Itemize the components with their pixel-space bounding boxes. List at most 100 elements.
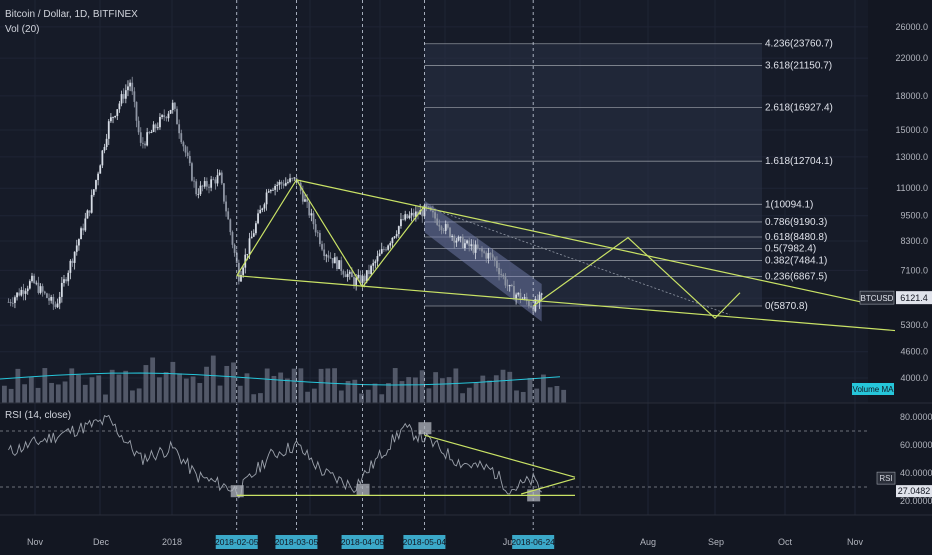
candle-body (37, 282, 40, 293)
candle-body (357, 274, 360, 278)
volume-bar (291, 368, 297, 403)
volume-ma-line (0, 372, 561, 386)
candle-body (188, 155, 191, 164)
candle-body (528, 301, 530, 307)
volume-bar (480, 375, 486, 403)
candle-body (476, 244, 479, 249)
candle-body (133, 91, 136, 102)
candle-body (451, 235, 454, 238)
candle-body (182, 142, 185, 147)
volume-bar (466, 387, 472, 403)
candle-body (56, 303, 59, 308)
candle-body (370, 265, 372, 274)
candle-body (382, 249, 385, 250)
candle-body (218, 172, 221, 176)
volume-bar (534, 388, 540, 403)
candle-body (107, 121, 110, 139)
time-axis-label: Oct (778, 537, 793, 547)
price-axis-label: 4600.0 (900, 347, 928, 357)
candle-body (472, 244, 475, 253)
volume-bar (264, 368, 270, 403)
candle-body (406, 214, 409, 219)
date-marker-tag: 2018-04-05 (341, 537, 385, 547)
volume-bar (271, 375, 277, 403)
volume-bar (365, 389, 371, 403)
candle-body (135, 101, 138, 121)
candle-body (69, 260, 72, 273)
candle-body (540, 293, 543, 295)
volume-bar (325, 368, 331, 403)
candle-body (280, 182, 283, 184)
candle-body (210, 179, 213, 188)
candle-body (319, 233, 321, 245)
time-axis-label: 2018 (162, 537, 182, 547)
date-marker-tag-bg (341, 535, 384, 549)
candle-body (380, 249, 383, 254)
lower-trendline (236, 275, 896, 332)
time-axis-label: Nov (847, 537, 864, 547)
candle-body (156, 127, 159, 129)
candle-body (7, 301, 10, 303)
volume-bar (190, 376, 196, 403)
volume-bar (69, 368, 75, 403)
volume-bar (237, 385, 243, 403)
candle-body (278, 182, 281, 185)
candle-body (282, 183, 285, 186)
candle-body (301, 190, 304, 202)
zigzag-pattern (236, 178, 425, 288)
symbol-tag-bg (859, 290, 895, 305)
candle-body (255, 223, 257, 234)
candle-body (459, 236, 462, 238)
candle-body (99, 165, 102, 174)
candle-body (229, 219, 232, 233)
candle-body (60, 282, 63, 297)
candle-body (468, 240, 471, 247)
candle-body (233, 244, 236, 253)
candle-body (440, 226, 443, 231)
date-marker-tag-bg (512, 535, 555, 549)
candle-body (474, 244, 477, 253)
candle-body (150, 131, 153, 133)
candle-body (118, 103, 121, 110)
candle-body (365, 270, 368, 282)
candle-body (178, 124, 181, 134)
fib-level-label: 0.382(7484.1) (765, 255, 827, 266)
candle-body (446, 224, 449, 228)
candle-body (18, 292, 21, 296)
candle-body (342, 271, 345, 275)
candle-body (291, 178, 294, 180)
candle-body (50, 296, 53, 301)
candle-body (361, 275, 364, 284)
time-axis-label: Nov (27, 537, 44, 547)
candle-body (442, 230, 445, 231)
candle-body (402, 219, 404, 220)
candle-body (129, 82, 131, 87)
volume-bar (493, 375, 499, 403)
volume-bar (359, 393, 364, 403)
price-axis-label: 13000.0 (895, 152, 928, 162)
volume-bar (35, 387, 41, 403)
candle-body (517, 292, 520, 295)
fib-level-label: 0.786(9190.3) (765, 217, 827, 228)
volume-bar (89, 377, 95, 403)
candle-body (127, 86, 129, 91)
date-marker-tag: 2018-03-05 (275, 537, 319, 547)
candle-body (201, 185, 204, 187)
candle-body (287, 181, 289, 183)
candle-body (148, 132, 151, 133)
candle-body (223, 183, 225, 202)
candle-body (506, 285, 509, 287)
candle-body (152, 124, 155, 132)
volume-bar (22, 384, 28, 403)
candle-body (276, 184, 279, 186)
candle-body (105, 138, 108, 148)
candle-body (483, 251, 486, 253)
volume-bar (345, 381, 351, 403)
candle-body (231, 232, 234, 245)
candle-body (316, 232, 319, 234)
candle-body (242, 267, 245, 275)
volume-bar (116, 374, 122, 403)
candle-body (348, 271, 351, 274)
